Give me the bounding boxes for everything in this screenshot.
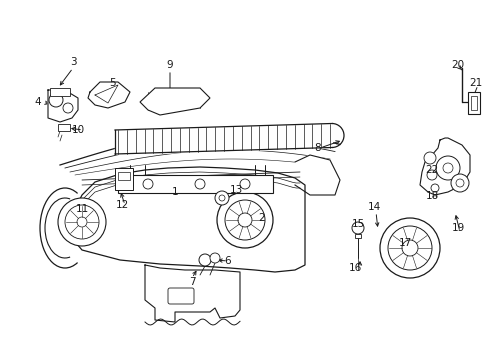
Circle shape <box>426 170 436 180</box>
Bar <box>115 168 133 190</box>
Polygon shape <box>419 138 469 195</box>
Text: 15: 15 <box>351 219 364 229</box>
Text: 17: 17 <box>398 238 411 248</box>
Text: 20: 20 <box>450 60 464 70</box>
Polygon shape <box>140 88 209 115</box>
Text: 18: 18 <box>425 191 438 201</box>
Circle shape <box>387 226 431 270</box>
Text: 3: 3 <box>70 57 76 67</box>
Circle shape <box>195 179 204 189</box>
Circle shape <box>219 195 224 201</box>
Polygon shape <box>145 265 240 322</box>
Text: 11: 11 <box>75 204 88 214</box>
Circle shape <box>423 152 435 164</box>
Bar <box>470 96 476 110</box>
Circle shape <box>435 156 459 180</box>
Text: 6: 6 <box>224 256 231 266</box>
Polygon shape <box>294 155 339 195</box>
Text: 9: 9 <box>166 60 173 70</box>
Polygon shape <box>88 82 130 108</box>
Text: 5: 5 <box>108 78 115 88</box>
Circle shape <box>65 205 99 239</box>
Circle shape <box>240 179 249 189</box>
Bar <box>50 88 70 96</box>
Circle shape <box>199 254 210 266</box>
Circle shape <box>142 179 153 189</box>
Text: 10: 10 <box>71 125 84 135</box>
Text: 21: 21 <box>468 78 482 88</box>
Text: 7: 7 <box>188 277 195 287</box>
Bar <box>118 175 272 193</box>
Circle shape <box>401 240 417 256</box>
Circle shape <box>379 218 439 278</box>
FancyBboxPatch shape <box>168 288 194 304</box>
Text: 1: 1 <box>171 187 178 197</box>
Text: 12: 12 <box>115 200 128 210</box>
Polygon shape <box>65 167 305 272</box>
Circle shape <box>63 103 73 113</box>
Text: 14: 14 <box>366 202 380 212</box>
Circle shape <box>215 191 228 205</box>
Circle shape <box>224 200 264 240</box>
Bar <box>354 234 360 238</box>
Circle shape <box>455 179 463 187</box>
Circle shape <box>238 213 251 227</box>
Text: 4: 4 <box>35 97 41 107</box>
Bar <box>467 92 479 114</box>
Circle shape <box>209 253 220 263</box>
Circle shape <box>442 163 452 173</box>
Circle shape <box>58 198 106 246</box>
Text: 2: 2 <box>258 213 265 223</box>
Circle shape <box>430 184 438 192</box>
Circle shape <box>217 192 272 248</box>
Text: 22: 22 <box>425 165 438 175</box>
Text: 16: 16 <box>347 263 361 273</box>
Circle shape <box>77 217 87 227</box>
Text: 8: 8 <box>314 143 321 153</box>
Circle shape <box>49 93 63 107</box>
Bar <box>118 172 130 180</box>
Text: 19: 19 <box>450 223 464 233</box>
Circle shape <box>351 222 363 234</box>
Polygon shape <box>48 90 78 122</box>
Bar <box>58 124 70 131</box>
Circle shape <box>450 174 468 192</box>
Text: 13: 13 <box>229 185 242 195</box>
